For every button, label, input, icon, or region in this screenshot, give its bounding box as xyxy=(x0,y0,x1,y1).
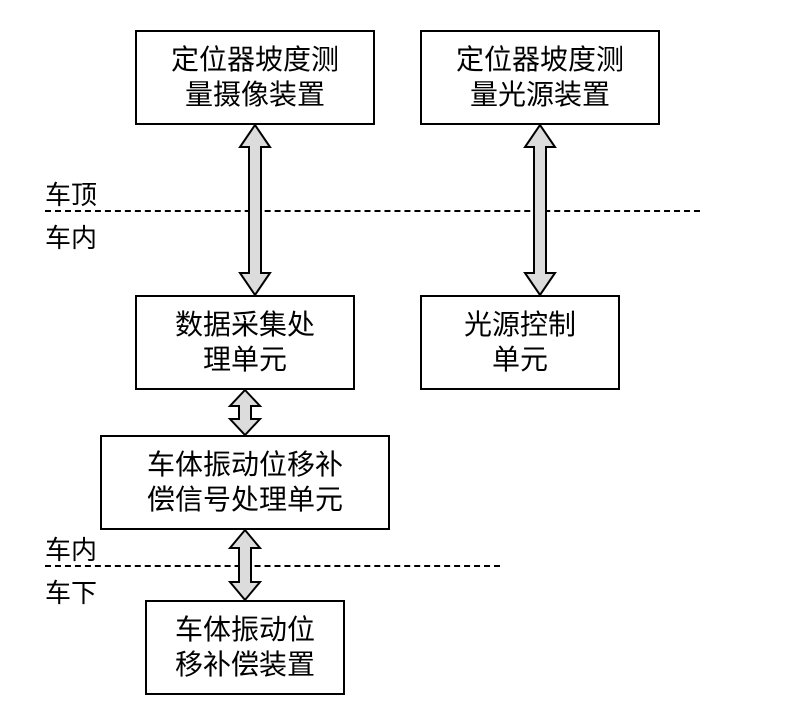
node-text: 车体振动位 xyxy=(175,615,315,646)
divider-top xyxy=(45,210,700,212)
zone-label-inside-upper: 车内 xyxy=(45,218,97,255)
arrow-n2-n4 xyxy=(522,125,558,295)
node-camera-device: 定位器坡度测 量摄像装置 xyxy=(135,30,375,125)
node-text: 移补偿装置 xyxy=(175,650,315,681)
arrow-n5-n6 xyxy=(227,530,263,600)
zone-label-under: 车下 xyxy=(45,573,97,610)
node-vibration-signal: 车体振动位移补 偿信号处理单元 xyxy=(100,435,390,530)
node-text: 理单元 xyxy=(203,345,287,376)
arrow-n1-n3 xyxy=(237,125,273,295)
node-text: 光源控制 xyxy=(464,310,576,341)
diagram-canvas: 车顶 车内 车内 车下 定位器坡度测 量摄像装置 定位器坡度测 量光源装置 数据… xyxy=(0,0,800,711)
node-text: 车体振动位移补 xyxy=(147,450,343,481)
node-text: 量摄像装置 xyxy=(185,80,325,111)
node-text: 定位器坡度测 xyxy=(456,45,624,76)
node-text: 数据采集处 xyxy=(175,310,315,341)
node-text: 量光源装置 xyxy=(470,80,610,111)
divider-bottom xyxy=(45,565,500,567)
zone-label-roof: 车顶 xyxy=(45,175,97,212)
node-data-acquisition: 数据采集处 理单元 xyxy=(135,295,355,390)
arrow-n3-n5 xyxy=(227,390,263,435)
node-text: 单元 xyxy=(492,345,548,376)
node-text: 定位器坡度测 xyxy=(171,45,339,76)
zone-label-inside-lower: 车内 xyxy=(45,530,97,567)
node-vibration-compensation: 车体振动位 移补偿装置 xyxy=(145,600,345,695)
node-text: 偿信号处理单元 xyxy=(147,485,343,516)
node-light-source-device: 定位器坡度测 量光源装置 xyxy=(420,30,660,125)
node-light-control: 光源控制 单元 xyxy=(420,295,620,390)
